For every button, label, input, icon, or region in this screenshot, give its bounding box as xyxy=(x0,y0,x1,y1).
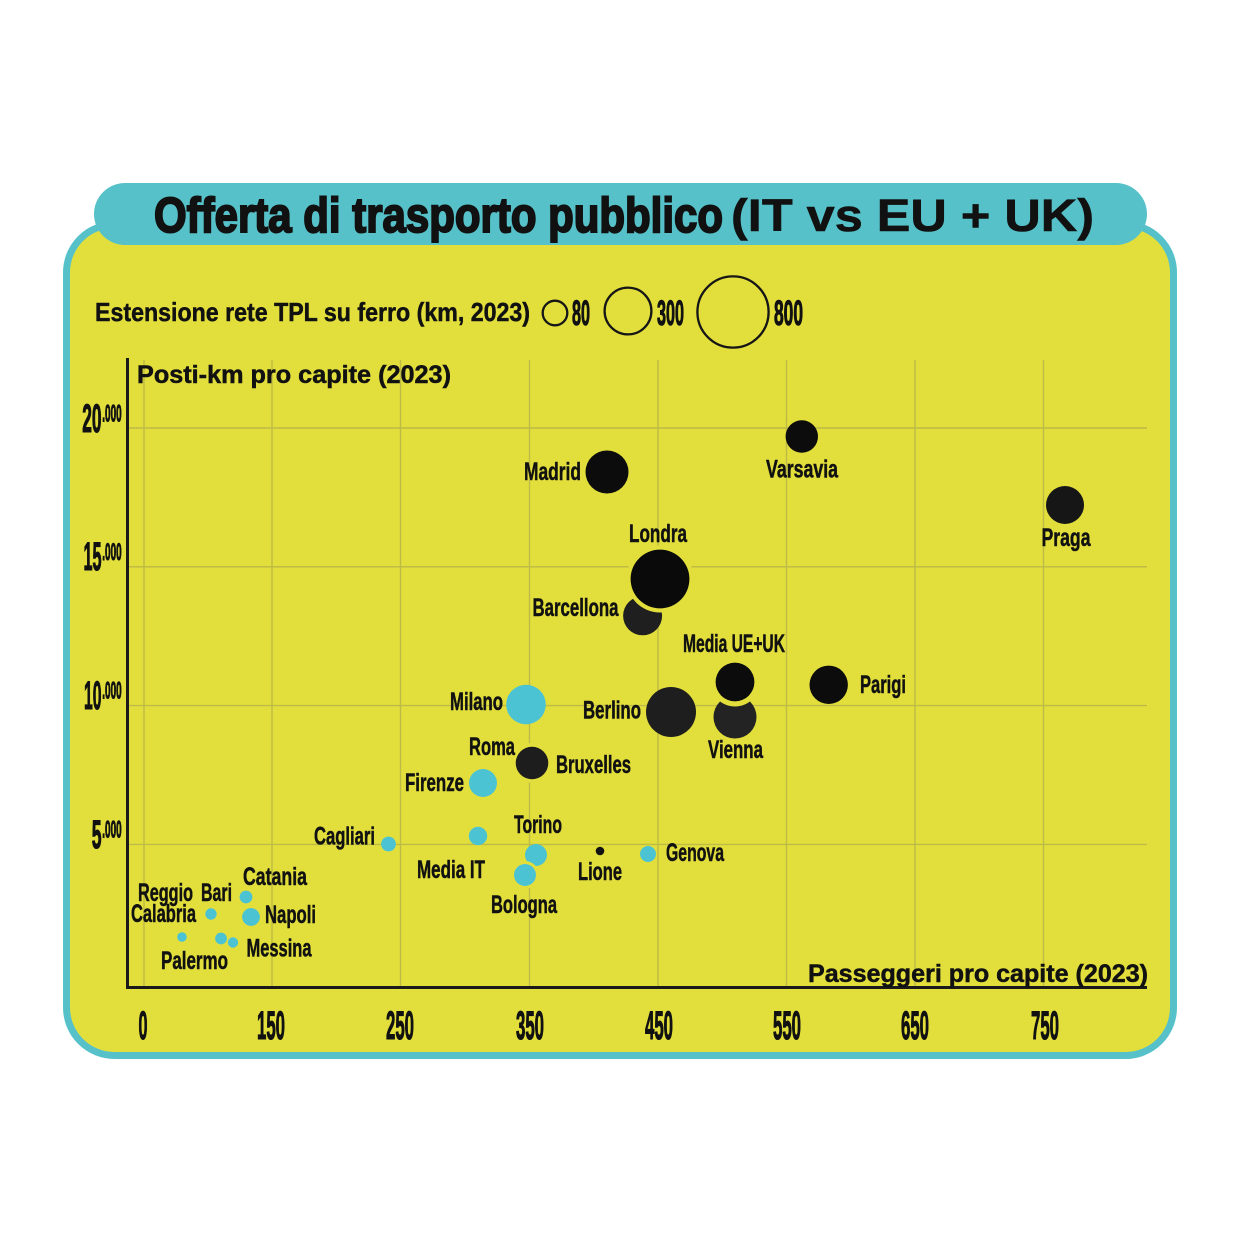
svg-text:Media UE+UK: Media UE+UK xyxy=(683,630,785,658)
svg-text:Barcellona: Barcellona xyxy=(533,594,620,622)
svg-text:Berlino: Berlino xyxy=(583,697,641,725)
svg-text:.000: .000 xyxy=(102,817,121,844)
svg-text:Catania: Catania xyxy=(243,863,308,891)
svg-text:650: 650 xyxy=(901,1004,929,1048)
svg-text:Napoli: Napoli xyxy=(265,901,316,929)
svg-text:.000: .000 xyxy=(102,539,121,566)
svg-text:800: 800 xyxy=(774,294,803,333)
svg-text:Reggio: Reggio xyxy=(138,879,193,907)
svg-text:20: 20 xyxy=(82,397,101,441)
svg-text:450: 450 xyxy=(645,1004,673,1048)
svg-text:.000: .000 xyxy=(102,400,121,427)
svg-text:Media IT: Media IT xyxy=(417,856,485,884)
svg-text:Calabria: Calabria xyxy=(131,900,197,928)
svg-text:Bologna: Bologna xyxy=(491,891,558,919)
svg-text:350: 350 xyxy=(516,1004,544,1048)
svg-text:Varsavia: Varsavia xyxy=(766,456,839,484)
svg-text:750: 750 xyxy=(1031,1004,1059,1048)
svg-text:Parigi: Parigi xyxy=(860,671,906,699)
svg-text:Passeggeri pro capite (2023): Passeggeri pro capite (2023) xyxy=(808,960,1148,988)
svg-text:Estensione rete TPL su ferro (: Estensione rete TPL su ferro (km, 2023) xyxy=(95,297,530,327)
svg-text:150: 150 xyxy=(257,1004,285,1048)
svg-text:Messina: Messina xyxy=(247,935,313,963)
svg-text:.000: .000 xyxy=(102,678,121,705)
svg-text:80: 80 xyxy=(572,294,590,333)
svg-text:Torino: Torino xyxy=(514,811,562,839)
svg-text:5: 5 xyxy=(92,813,102,857)
svg-text:Palermo: Palermo xyxy=(161,947,228,975)
svg-text:550: 550 xyxy=(773,1004,801,1048)
svg-text:Vienna: Vienna xyxy=(708,736,764,764)
svg-text:Offerta di trasporto pubblico: Offerta di trasporto pubblico xyxy=(154,189,723,243)
svg-text:Madrid: Madrid xyxy=(524,458,581,486)
svg-text:Praga: Praga xyxy=(1042,524,1092,552)
svg-text:Milano: Milano xyxy=(450,688,503,716)
svg-text:Londra: Londra xyxy=(629,520,688,548)
svg-text:Bruxelles: Bruxelles xyxy=(556,751,631,779)
svg-text:250: 250 xyxy=(386,1004,414,1048)
svg-text:0: 0 xyxy=(139,1004,148,1048)
svg-text:300: 300 xyxy=(657,294,684,333)
svg-text:Cagliari: Cagliari xyxy=(314,823,375,851)
svg-text:15: 15 xyxy=(84,535,102,579)
svg-text:Roma: Roma xyxy=(469,733,516,761)
svg-text:Lione: Lione xyxy=(578,858,622,886)
svg-text:(IT vs EU + UK): (IT vs EU + UK) xyxy=(731,190,1094,241)
svg-text:Firenze: Firenze xyxy=(405,769,464,797)
svg-text:Genova: Genova xyxy=(666,839,725,867)
svg-text:Posti-km pro capite (2023): Posti-km pro capite (2023) xyxy=(137,361,451,389)
svg-text:10: 10 xyxy=(84,674,102,718)
svg-text:Bari: Bari xyxy=(201,879,232,907)
